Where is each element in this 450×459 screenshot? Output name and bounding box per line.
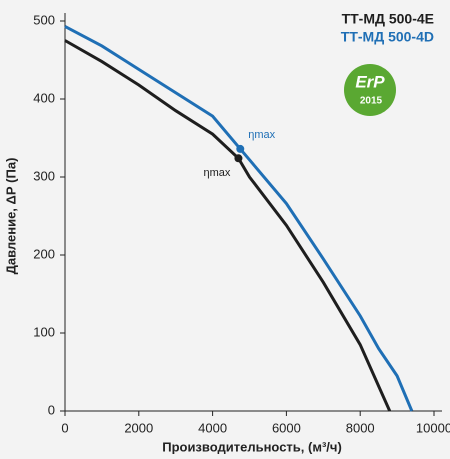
eta-max-point — [236, 144, 245, 153]
y-tick-label: 400 — [33, 90, 55, 105]
eta-max-label: ηmax — [204, 167, 231, 179]
x-tick-label: 6000 — [272, 420, 301, 435]
y-tick-label: 500 — [33, 12, 55, 27]
badge-circle — [344, 64, 396, 116]
y-tick-label: 100 — [33, 324, 55, 339]
x-tick-label: 8000 — [346, 420, 375, 435]
y-tick-label: 300 — [33, 168, 55, 183]
badge: ErP 2015 — [344, 64, 396, 116]
x-axis-label: Производительность, (м³/ч) — [162, 439, 342, 454]
series-line — [64, 25, 414, 412]
legend-entry: ТТ-МД 500-4D — [341, 29, 434, 45]
y-axis-label: Давление, ΔР (Па) — [3, 158, 18, 275]
x-tick-label: 4000 — [198, 420, 227, 435]
eta-max-label: ηmax — [248, 129, 275, 141]
badge-year: 2015 — [360, 96, 383, 107]
eta-max-point — [234, 154, 243, 163]
x-tick-label: 2000 — [124, 420, 153, 435]
series-line — [64, 39, 392, 412]
y-tick-label: 0 — [48, 402, 55, 417]
y-tick-label: 200 — [33, 246, 55, 261]
x-tick-label: 0 — [61, 420, 68, 435]
badge-title: ErP — [355, 72, 385, 91]
x-tick-label: 10000 — [416, 420, 450, 435]
legend-entry: ТТ-МД 500-4E — [342, 11, 434, 27]
